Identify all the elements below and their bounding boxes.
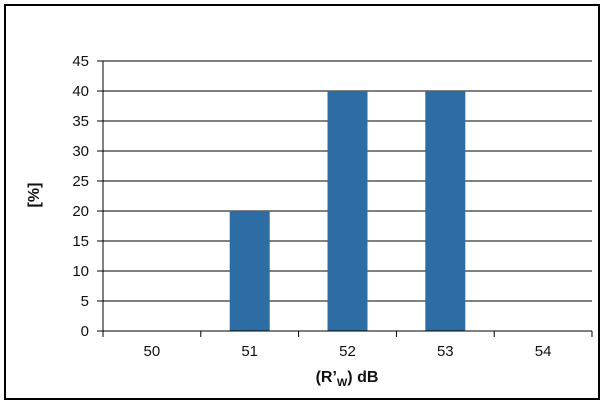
- x-tick-label: 52: [339, 343, 356, 360]
- x-tick-label: 51: [241, 343, 258, 360]
- bar-51: [229, 211, 270, 331]
- axes-layer: [97, 60, 593, 337]
- y-tick-label: 25: [72, 173, 89, 190]
- y-axis-title: [%]: [26, 183, 43, 208]
- x-tick-label: 53: [437, 343, 454, 360]
- y-tick-label: 15: [72, 233, 89, 250]
- y-tick-label: 30: [72, 143, 89, 160]
- y-tick-label: 45: [72, 53, 89, 70]
- y-tick-label: 40: [72, 83, 89, 100]
- y-tick-label: 10: [72, 263, 89, 280]
- bars-layer: [229, 91, 466, 331]
- y-tick-label: 0: [81, 323, 89, 340]
- x-axis-title: (R’W) dB: [316, 369, 379, 389]
- x-tick-label: 54: [535, 343, 552, 360]
- labels-layer: 0 5 10 15 20 25 30 35 40 45 50 51 52 53 54: [72, 53, 551, 360]
- x-axis-title-main: (R’: [316, 369, 337, 386]
- x-tick-label: 50: [144, 343, 161, 360]
- x-axis-title-tail: ) dB: [347, 369, 378, 386]
- y-tick-label: 5: [81, 293, 89, 310]
- y-tick-label: 35: [72, 113, 89, 130]
- bar-52: [327, 91, 368, 331]
- y-tick-label: 20: [72, 203, 89, 220]
- bar-53: [425, 91, 466, 331]
- x-axis-title-sub: W: [337, 377, 348, 389]
